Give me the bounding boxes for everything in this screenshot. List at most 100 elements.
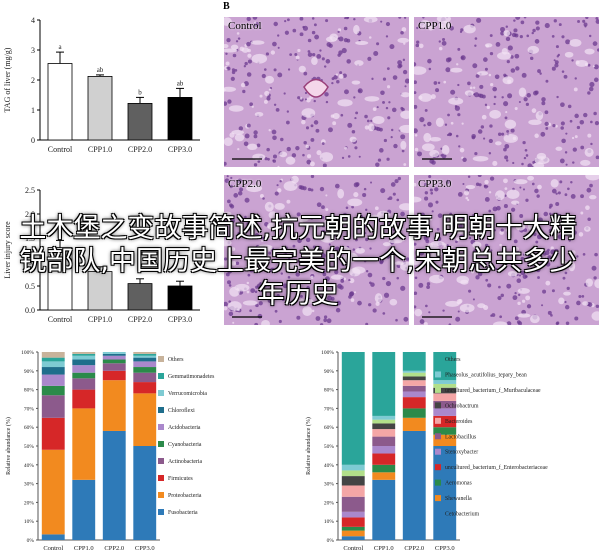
stack-segment [402,372,426,377]
nucleus [315,128,320,133]
stack-segment [41,357,65,362]
vacuole [503,134,518,143]
nucleus [397,60,403,65]
nucleus [468,236,472,240]
nucleus [497,295,502,301]
nucleus [510,128,515,133]
nucleus [414,104,418,109]
vacuole [441,145,450,155]
nucleus [534,90,539,95]
vacuole [584,148,594,157]
nucleus [561,70,565,73]
vacuole [224,86,237,92]
nucleus [383,292,390,298]
vacuole [355,40,369,45]
nucleus [368,36,372,39]
nucleus [486,105,490,110]
nucleus [295,145,300,151]
nucleus [295,55,300,60]
vacuole [497,51,512,60]
vacuole [298,65,306,73]
vacuole [414,308,423,317]
nucleus [516,278,522,284]
nucleus [230,76,235,81]
nucleus [570,181,573,184]
nucleus [461,122,464,125]
nucleus [264,157,268,161]
nucleus [249,217,254,223]
nucleus [458,224,463,228]
y-tick-label: 2.0 [25,210,35,219]
nucleus [476,17,482,23]
nucleus [294,52,298,56]
legend-label: Others [445,357,461,363]
nucleus [557,191,561,195]
nucleus [429,188,433,192]
nucleus [388,101,391,104]
stack-segment [133,352,157,354]
nucleus [490,249,493,252]
nucleus [272,159,277,163]
vacuole [224,211,232,216]
nucleus [343,26,348,31]
nucleus [345,17,349,20]
nucleus [227,268,233,274]
legend-swatch [435,479,441,486]
nucleus [422,17,425,19]
x-tick-label: CPP3.0 [435,545,455,552]
vacuole [527,221,537,231]
nucleus [298,220,304,226]
nucleus [339,71,343,75]
nucleus [398,17,402,19]
nucleus [501,96,504,99]
nucleus [346,59,351,64]
stack-segment [41,374,65,386]
nucleus [285,120,290,125]
nucleus [545,280,551,286]
nucleus [237,178,243,184]
nucleus [568,239,571,242]
nucleus [503,178,508,184]
y-tick-label: 4 [31,16,35,25]
tag-bar-chart: 0 1 2 3 4 TAG of liver (mg/g) a Control ab CPP1.0… [3,16,200,154]
nucleus [483,184,488,189]
nucleus [250,288,256,293]
nucleus [574,135,578,139]
nucleus [392,75,398,80]
stack-segment [102,352,126,354]
nucleus [401,27,407,32]
nucleus [572,161,575,164]
nucleus [272,41,277,47]
nucleus [587,63,591,67]
nucleus [358,155,361,158]
vacuole [477,303,486,309]
legend-label: Phaseolus_acutifolius_tepary_bean [445,371,527,378]
stack-segment [341,476,365,486]
stack-segment [433,393,457,401]
nucleus [344,146,347,150]
nucleus [583,112,588,118]
nucleus [244,61,248,66]
nucleus [520,270,526,276]
vacuole [421,143,435,152]
nucleus [311,17,315,20]
nucleus [227,199,231,204]
nucleus [401,237,405,242]
vacuole [493,321,508,325]
nucleus [253,130,258,135]
nucleus [229,254,233,258]
vacuole [325,36,337,43]
nucleus [435,88,440,93]
nucleus [506,59,510,64]
nucleus [363,259,367,263]
nucleus [481,114,487,120]
nucleus [595,304,599,309]
nucleus [367,56,372,61]
stack-segment [41,352,65,358]
significance-label: b [138,88,142,96]
vacuole [246,184,263,193]
nucleus [371,77,374,80]
vacuole [228,301,242,311]
nucleus [414,225,418,230]
nucleus [492,206,498,212]
